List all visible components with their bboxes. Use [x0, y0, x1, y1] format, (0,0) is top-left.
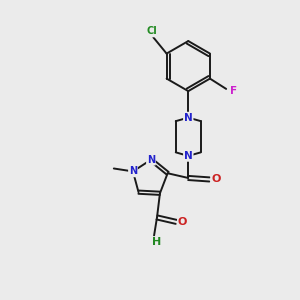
Text: N: N [129, 167, 137, 176]
Text: N: N [184, 151, 193, 161]
Text: N: N [184, 112, 193, 123]
Text: H: H [152, 237, 161, 247]
Text: N: N [147, 155, 155, 165]
Text: F: F [230, 86, 237, 96]
Text: O: O [211, 174, 220, 184]
Text: O: O [178, 217, 187, 227]
Text: Cl: Cl [146, 26, 157, 37]
